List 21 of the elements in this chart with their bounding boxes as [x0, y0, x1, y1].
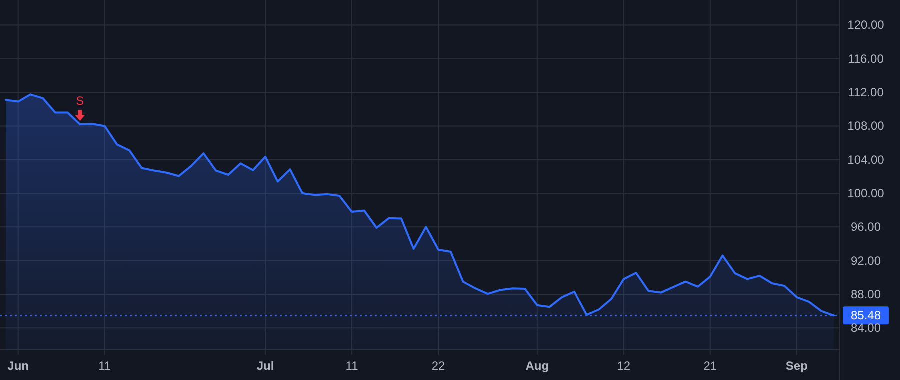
x-tick-label: Jul	[256, 359, 274, 373]
y-tick-label: 104.00	[848, 152, 885, 167]
x-tick-label: 22	[432, 359, 446, 373]
x-tick-label: Sep	[786, 359, 808, 373]
y-tick-label: 84.00	[850, 321, 882, 336]
x-tick-label: 12	[617, 359, 631, 373]
x-tick-label: 21	[704, 359, 718, 373]
y-tick-label: 88.00	[850, 287, 882, 302]
series-label: S	[76, 94, 84, 108]
y-tick-label: 112.00	[848, 86, 884, 100]
y-tick-label: 108.00	[848, 119, 885, 134]
x-tick-label: Aug	[526, 359, 550, 373]
y-tick-label: 116.00	[848, 52, 884, 66]
y-tick-label: 100.00	[848, 186, 885, 201]
x-tick-label: Jun	[8, 359, 30, 373]
y-tick-label: 96.00	[850, 220, 882, 234]
x-tick-label: 11	[346, 359, 359, 373]
y-tick-label: 92.00	[850, 254, 882, 268]
y-tick-label: 120.00	[848, 18, 885, 32]
ref-line-label: 85.48	[850, 308, 882, 323]
x-tick-label: 11	[98, 359, 112, 373]
